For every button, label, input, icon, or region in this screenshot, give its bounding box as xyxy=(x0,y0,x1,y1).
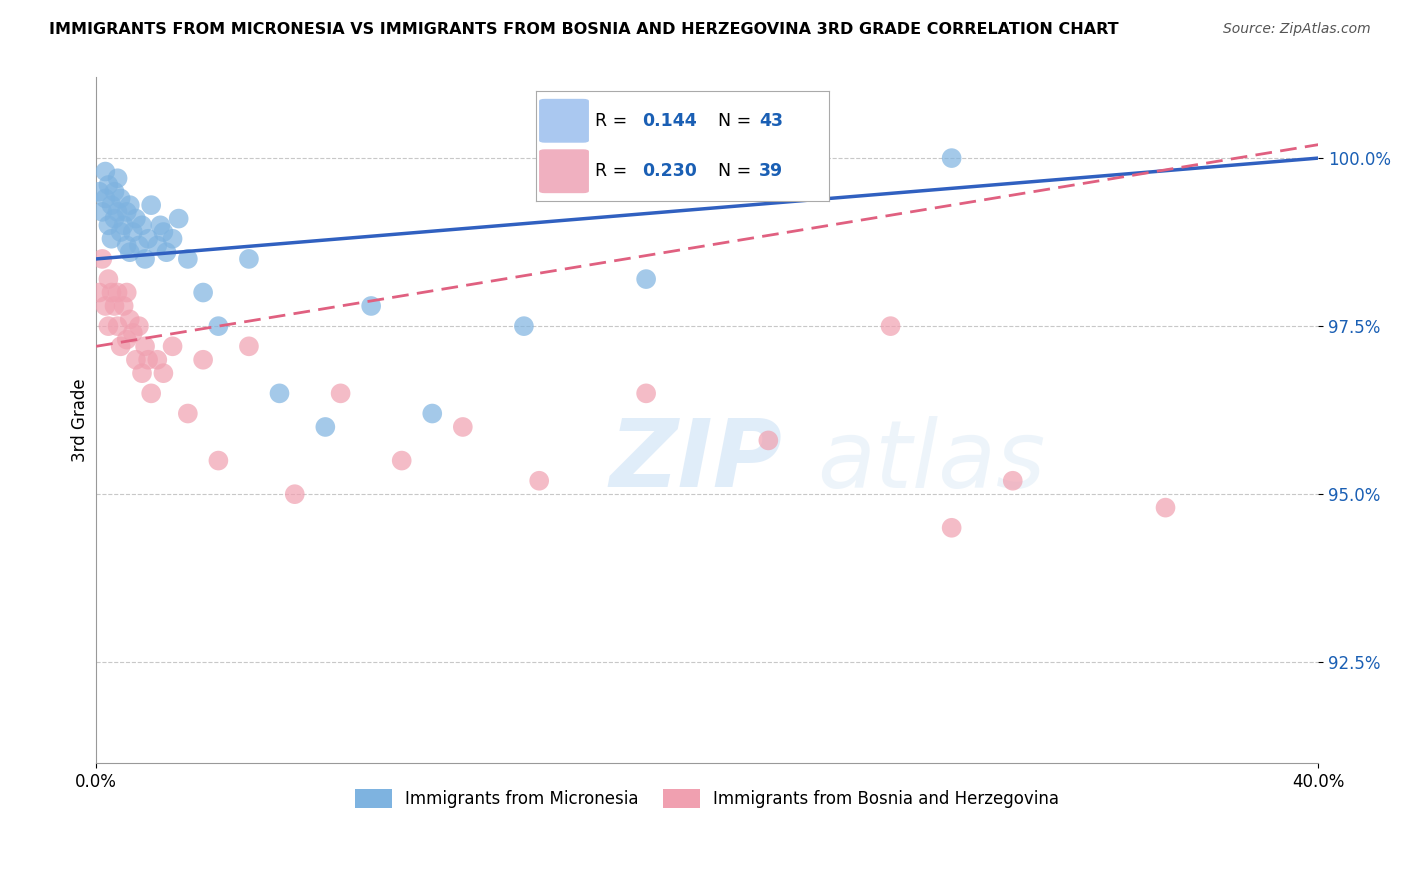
Point xyxy=(110,191,132,205)
Point xyxy=(191,352,214,367)
Point xyxy=(118,245,141,260)
Point xyxy=(100,285,122,300)
Point xyxy=(146,238,169,252)
Point xyxy=(107,171,129,186)
Point xyxy=(115,333,138,347)
Point xyxy=(162,339,184,353)
Point xyxy=(314,420,336,434)
Point xyxy=(118,312,141,326)
Point xyxy=(112,219,135,233)
Text: ZIP: ZIP xyxy=(609,416,782,508)
Point xyxy=(177,252,200,266)
Point xyxy=(103,185,125,199)
Point xyxy=(115,205,138,219)
Point xyxy=(451,420,474,434)
Point xyxy=(94,191,117,205)
Point xyxy=(107,205,129,219)
Point xyxy=(141,198,163,212)
Point xyxy=(97,272,120,286)
Point xyxy=(107,285,129,300)
Point xyxy=(107,319,129,334)
Point xyxy=(134,252,156,266)
Point xyxy=(128,238,150,252)
Point xyxy=(636,386,658,401)
Point xyxy=(97,219,120,233)
Point xyxy=(112,299,135,313)
Point xyxy=(121,225,143,239)
Point xyxy=(97,178,120,192)
Point xyxy=(238,252,260,266)
Point xyxy=(167,211,190,226)
Point xyxy=(513,319,536,334)
Point xyxy=(128,319,150,334)
Point xyxy=(97,319,120,334)
Point xyxy=(103,299,125,313)
Point xyxy=(329,386,352,401)
Point xyxy=(207,453,229,467)
Point xyxy=(131,219,153,233)
Text: atlas: atlas xyxy=(817,416,1046,507)
Point xyxy=(152,366,174,380)
Point xyxy=(360,299,382,313)
Point xyxy=(284,487,307,501)
Point xyxy=(125,211,148,226)
Point xyxy=(89,285,111,300)
Point xyxy=(125,352,148,367)
Point xyxy=(146,352,169,367)
Point xyxy=(149,219,172,233)
Point xyxy=(941,151,963,165)
Point xyxy=(94,299,117,313)
Point xyxy=(110,225,132,239)
Point xyxy=(103,211,125,226)
Point xyxy=(136,352,159,367)
Point xyxy=(94,164,117,178)
Point xyxy=(100,232,122,246)
Y-axis label: 3rd Grade: 3rd Grade xyxy=(72,378,89,462)
Point xyxy=(420,407,443,421)
Point xyxy=(152,225,174,239)
Point xyxy=(238,339,260,353)
Point xyxy=(136,232,159,246)
Point xyxy=(89,185,111,199)
Point xyxy=(269,386,291,401)
Point xyxy=(118,198,141,212)
Text: IMMIGRANTS FROM MICRONESIA VS IMMIGRANTS FROM BOSNIA AND HERZEGOVINA 3RD GRADE C: IMMIGRANTS FROM MICRONESIA VS IMMIGRANTS… xyxy=(49,22,1119,37)
Point xyxy=(636,272,658,286)
Point xyxy=(110,339,132,353)
Point xyxy=(115,238,138,252)
Text: Source: ZipAtlas.com: Source: ZipAtlas.com xyxy=(1223,22,1371,37)
Point xyxy=(155,245,177,260)
Point xyxy=(191,285,214,300)
Point xyxy=(134,339,156,353)
Legend: Immigrants from Micronesia, Immigrants from Bosnia and Herzegovina: Immigrants from Micronesia, Immigrants f… xyxy=(349,782,1066,814)
Point xyxy=(115,285,138,300)
Point xyxy=(100,198,122,212)
Point xyxy=(91,252,114,266)
Point xyxy=(162,232,184,246)
Point xyxy=(391,453,413,467)
Point xyxy=(527,474,550,488)
Point xyxy=(879,319,901,334)
Point xyxy=(177,407,200,421)
Point xyxy=(141,386,163,401)
Point xyxy=(1154,500,1177,515)
Point xyxy=(1001,474,1024,488)
Point xyxy=(756,434,779,448)
Point xyxy=(207,319,229,334)
Point xyxy=(91,205,114,219)
Point xyxy=(121,326,143,340)
Point xyxy=(941,521,963,535)
Point xyxy=(131,366,153,380)
